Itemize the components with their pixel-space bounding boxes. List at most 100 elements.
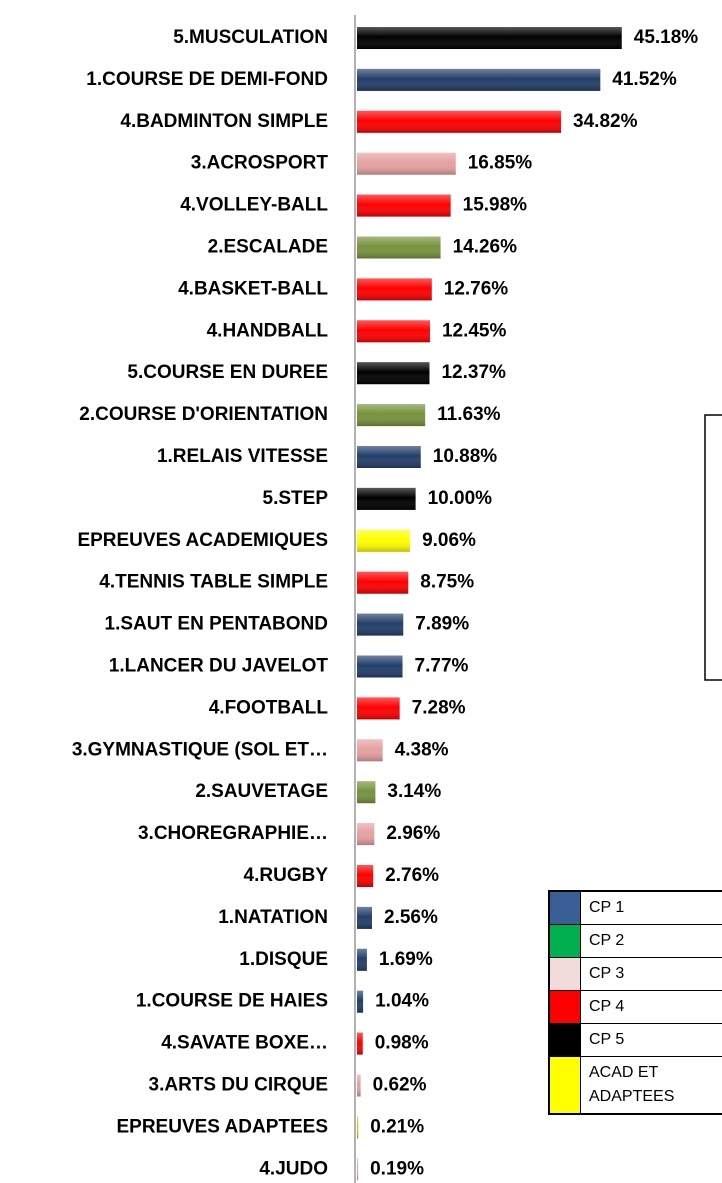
bar-shine <box>357 362 430 385</box>
legend-entry: CP 2 <box>550 925 722 958</box>
category-label: 3.ACROSPORT <box>191 153 329 174</box>
category-label: 4.SAVATE BOXE… <box>161 1033 328 1054</box>
category-label: 1.DISQUE <box>239 949 328 970</box>
bar-shine <box>357 1158 359 1181</box>
category-label: 4.TENNIS TABLE SIMPLE <box>99 572 328 593</box>
bar-shine <box>357 613 404 636</box>
bar-shine <box>357 68 601 91</box>
value-label: 9.06% <box>422 530 476 551</box>
category-label: EPREUVES ACADEMIQUES <box>77 530 328 551</box>
value-label: 0.21% <box>370 1116 424 1137</box>
legend-entry: CP 4 <box>550 991 722 1024</box>
value-label: 34.82% <box>573 111 638 132</box>
value-label: 45.18% <box>634 27 699 48</box>
bar-shine <box>357 823 375 846</box>
value-label: 0.19% <box>370 1158 424 1179</box>
category-label: 1.NATATION <box>218 907 328 928</box>
value-label: 3.14% <box>387 781 441 802</box>
legend-swatch <box>550 925 581 957</box>
category-label: 2.COURSE D'ORIENTATION <box>79 404 328 425</box>
category-label: EPREUVES ADAPTEES <box>116 1116 328 1137</box>
legend: CP 1 CP 2 CP 3 CP 4 CP 5 ACAD ET ADAPTEES <box>548 890 722 1115</box>
legend-entry: CP 3 <box>550 958 722 991</box>
value-label: 14.26% <box>453 237 518 258</box>
bar-shine <box>357 27 622 49</box>
value-label: 10.88% <box>433 446 498 467</box>
bar-shine <box>357 655 403 678</box>
value-label: 2.56% <box>384 907 438 928</box>
bar-shine <box>357 529 411 552</box>
category-label: 4.RUGBY <box>244 865 329 886</box>
bar-shine <box>357 906 373 929</box>
bar-shine <box>357 152 456 175</box>
legend-swatch <box>550 991 581 1023</box>
category-label: 3.GYMNASTIQUE (SOL ET… <box>72 739 328 760</box>
legend-swatch <box>550 958 581 990</box>
bar-shine <box>357 571 409 594</box>
bar-shine <box>357 697 400 720</box>
value-label: 41.52% <box>612 69 677 90</box>
bar-shine <box>357 739 383 762</box>
bar-shine <box>357 110 562 133</box>
legend-entry: CP 5 <box>550 1024 722 1057</box>
legend-label: CP 5 <box>589 1031 625 1048</box>
category-label: 1.SAUT EN PENTABOND <box>105 614 328 635</box>
legend-label: CP 4 <box>589 998 625 1015</box>
legend-label: CP 3 <box>589 965 625 982</box>
category-label: 1.COURSE DE DEMI-FOND <box>86 69 328 90</box>
value-label: 7.89% <box>415 614 469 635</box>
category-label: 4.JUDO <box>259 1158 328 1179</box>
value-label: 4.38% <box>395 739 449 760</box>
empty-box <box>704 414 722 681</box>
category-label: 4.BASKET-BALL <box>178 278 328 299</box>
bar-shine <box>357 1074 361 1097</box>
category-label: 1.LANCER DU JAVELOT <box>109 656 329 677</box>
bar-shine <box>357 865 374 887</box>
value-label: 8.75% <box>420 572 474 593</box>
value-label: 10.00% <box>428 488 493 509</box>
bar-shine <box>357 236 441 259</box>
legend-label: CP 1 <box>589 899 625 916</box>
value-label: 16.85% <box>468 153 533 174</box>
bar-shine <box>357 446 421 468</box>
category-label: 2.ESCALADE <box>208 237 328 258</box>
category-label: 5.COURSE EN DUREE <box>127 362 328 383</box>
legend-entry: ACAD ET ADAPTEES <box>550 1057 722 1113</box>
category-label: 4.HANDBALL <box>207 320 329 341</box>
legend-swatch <box>550 1024 581 1056</box>
legend-label: ACAD ET ADAPTEES <box>589 1064 675 1105</box>
bar-shine <box>357 1032 363 1055</box>
value-label: 2.96% <box>386 823 440 844</box>
category-label: 1.COURSE DE HAIES <box>136 991 328 1012</box>
category-label: 3.ARTS DU CIRQUE <box>149 1075 328 1096</box>
value-label: 0.98% <box>375 1033 429 1054</box>
bar-shine <box>357 948 367 971</box>
category-label: 1.RELAIS VITESSE <box>157 446 328 467</box>
value-label: 15.98% <box>463 195 528 216</box>
category-label: 5.STEP <box>263 488 329 509</box>
bar-shine <box>357 194 451 217</box>
value-label: 12.76% <box>444 278 509 299</box>
value-label: 1.69% <box>379 949 433 970</box>
value-label: 7.28% <box>412 697 466 718</box>
category-label: 3.CHOREGRAPHIE… <box>138 823 328 844</box>
legend-swatch <box>550 892 581 924</box>
bar-shine <box>357 990 364 1013</box>
bar-shine <box>357 781 376 804</box>
legend-label: CP 2 <box>589 932 625 949</box>
value-label: 2.76% <box>385 865 439 886</box>
category-label: 5.MUSCULATION <box>173 27 328 48</box>
value-label: 12.45% <box>442 320 507 341</box>
bar-shine <box>357 320 430 343</box>
legend-entry: CP 1 <box>550 892 722 925</box>
bar-shine <box>357 278 432 301</box>
category-label: 2.SAUVETAGE <box>195 781 328 802</box>
value-label: 11.63% <box>437 404 500 425</box>
bar-shine <box>357 487 416 510</box>
category-label: 4.VOLLEY-BALL <box>180 195 328 216</box>
legend-swatch <box>550 1057 581 1113</box>
bar-shine <box>357 1116 359 1139</box>
bar-shine <box>357 404 426 427</box>
